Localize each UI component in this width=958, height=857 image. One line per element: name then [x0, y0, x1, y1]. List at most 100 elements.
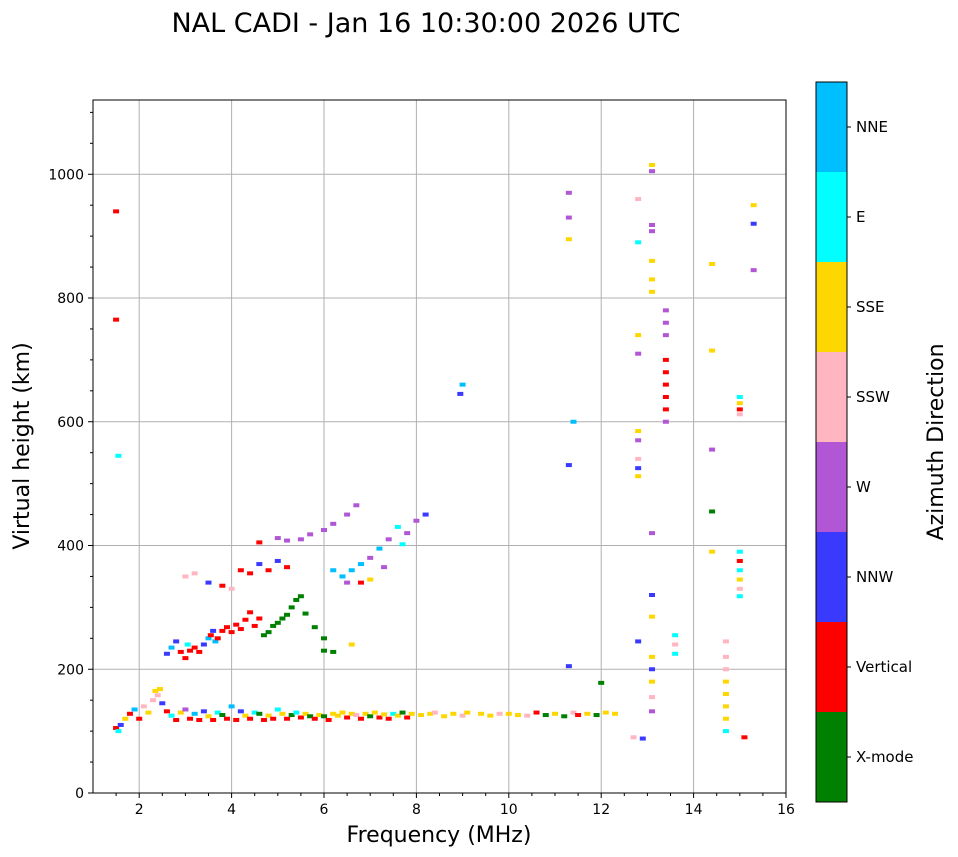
echo-point: [722, 729, 729, 734]
echo-point: [750, 221, 757, 226]
echo-point: [288, 605, 295, 610]
echo-point: [394, 713, 401, 718]
echo-point: [219, 583, 226, 588]
echo-point: [256, 711, 263, 716]
echo-point: [357, 716, 364, 721]
echo-point: [205, 714, 212, 719]
colorbar-label: E: [856, 208, 865, 226]
echo-point: [113, 726, 120, 731]
echo-point: [736, 549, 743, 554]
echo-point: [196, 717, 203, 722]
echo-point: [321, 648, 327, 653]
echo-point: [565, 237, 572, 242]
echo-point: [635, 639, 642, 644]
echo-point: [565, 463, 572, 468]
echo-point: [126, 711, 133, 716]
echo-point: [649, 614, 656, 619]
echo-point: [321, 714, 327, 719]
echo-point: [200, 642, 207, 647]
echo-point: [635, 240, 642, 245]
plot-frame: [92, 99, 787, 794]
echo-point: [649, 531, 656, 536]
echo-point: [662, 370, 669, 375]
echo-point: [709, 447, 716, 452]
echo-point: [709, 348, 716, 353]
echo-point: [177, 649, 184, 654]
echo-point: [115, 729, 122, 734]
echo-point: [311, 625, 318, 630]
echo-point: [722, 679, 729, 684]
echo-point: [381, 565, 388, 570]
echo-point: [635, 429, 642, 434]
echo-point: [156, 687, 163, 692]
echo-point: [163, 709, 170, 714]
echo-point: [427, 711, 434, 716]
echo-point: [371, 710, 378, 715]
echo-point: [270, 623, 277, 628]
echo-point: [399, 710, 406, 715]
echo-point: [399, 542, 406, 547]
echo-point: [367, 714, 374, 719]
echo-point: [187, 648, 194, 653]
echo-point: [672, 651, 679, 656]
echo-point: [205, 636, 212, 641]
echo-point: [113, 209, 120, 214]
echo-point: [487, 713, 494, 718]
colorbar-label: X-mode: [856, 748, 913, 766]
echo-point: [228, 704, 235, 709]
echo-point: [496, 711, 503, 716]
echo-point: [168, 713, 175, 718]
echo-point: [265, 568, 272, 573]
echo-point: [330, 568, 337, 573]
echo-point: [237, 709, 244, 714]
echo-point: [210, 717, 217, 722]
echo-point: [321, 528, 327, 533]
echo-point: [284, 716, 291, 721]
x-tick-label: 4: [227, 802, 236, 818]
echo-point: [284, 612, 291, 617]
echo-point: [542, 713, 549, 718]
echo-point: [348, 711, 355, 716]
echo-point: [584, 711, 591, 716]
echo-point: [570, 710, 577, 715]
echo-point: [649, 593, 656, 597]
y-tick-label: 0: [75, 786, 84, 802]
echo-point: [321, 636, 327, 641]
echo-point: [344, 512, 351, 517]
echo-point: [247, 571, 254, 576]
echo-point: [348, 568, 355, 573]
echo-point: [404, 531, 411, 536]
echo-point: [736, 412, 743, 417]
echo-point: [339, 710, 346, 715]
plot-area: [93, 100, 786, 793]
echo-point: [247, 716, 254, 721]
echo-point: [750, 203, 757, 208]
echo-point: [649, 709, 656, 714]
echo-point: [635, 351, 642, 356]
echo-point: [422, 512, 429, 517]
echo-point: [649, 222, 656, 227]
x-tick-label: 6: [320, 802, 329, 818]
echo-point: [274, 707, 281, 712]
echo-point: [191, 571, 198, 576]
echo-point: [598, 680, 605, 685]
echo-point: [575, 713, 582, 718]
echo-point: [649, 229, 656, 234]
echo-point: [293, 597, 300, 602]
echo-point: [334, 713, 341, 718]
echo-point: [602, 710, 609, 715]
echo-point: [385, 537, 392, 542]
echo-point: [662, 395, 669, 399]
echo-points: [113, 162, 757, 741]
echo-point: [552, 711, 558, 716]
echo-point: [635, 333, 642, 338]
echo-point: [390, 711, 397, 716]
echo-point: [649, 162, 656, 167]
echo-point: [270, 716, 277, 721]
colorbar-frame: [815, 81, 848, 803]
echo-point: [140, 704, 147, 709]
echo-point: [649, 289, 656, 294]
echo-point: [219, 628, 226, 633]
echo-point: [524, 713, 531, 718]
x-tick-label: 14: [685, 802, 703, 818]
